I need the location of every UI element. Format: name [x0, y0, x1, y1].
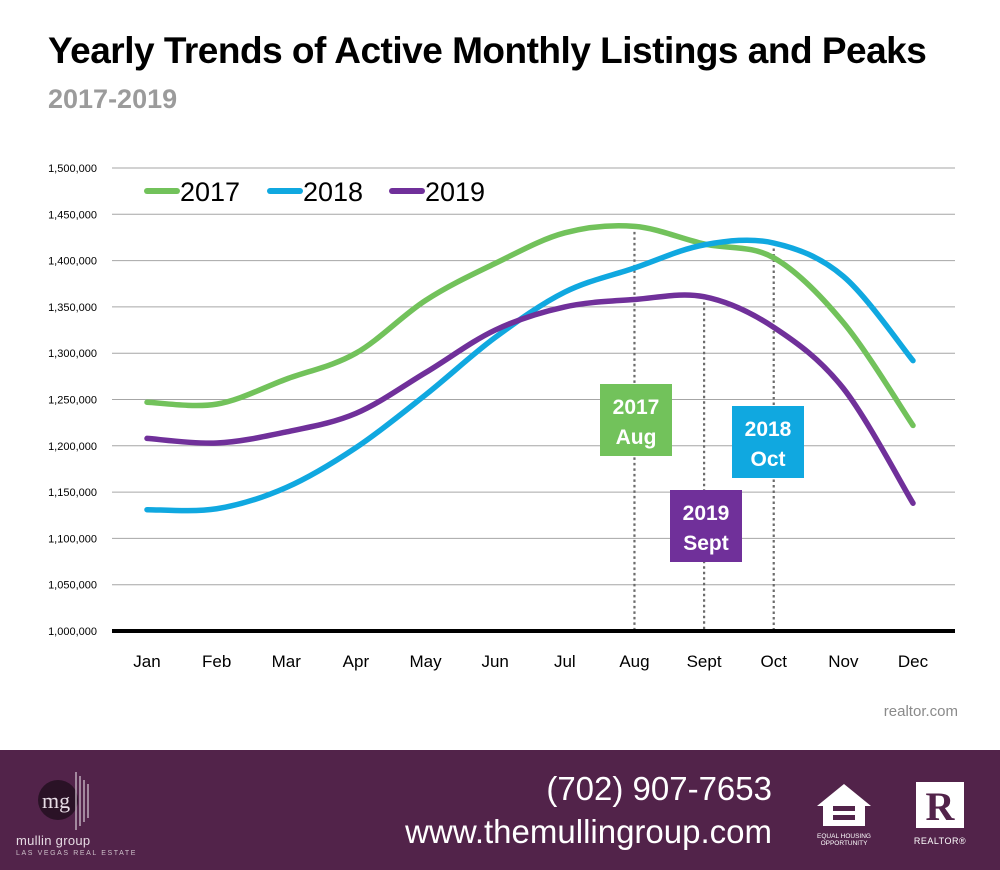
brand-name: mullin group — [16, 833, 91, 848]
x-tick-label: Oct — [761, 652, 788, 671]
equal-housing-text: EQUAL HOUSING OPPORTUNITY — [817, 833, 871, 847]
x-axis-tick-labels: Jan Feb Mar Apr May Jun Jul Aug Sept Oct Nov Dec — [133, 652, 928, 671]
series-line-2018 — [144, 237, 916, 514]
y-axis-tick-labels: 1,000,000 1,050,000 1,100,000 1,150,000 1,20… — [48, 163, 97, 638]
x-tick-label: May — [409, 652, 442, 671]
gridlines — [112, 167, 955, 586]
brand-tagline: LAS VEGAS REAL ESTATE — [16, 850, 138, 857]
footer-bar: mg mullin group LAS VEGAS REAL ESTATE (7… — [0, 750, 1000, 870]
x-tick-label: Mar — [272, 652, 302, 671]
chart-subtitle: 2017-2019 — [48, 84, 178, 114]
equal-housing-icon — [817, 784, 871, 826]
y-tick-label: 1,050,000 — [48, 580, 97, 592]
chart-title: Yearly Trends of Active Monthly Listings… — [48, 30, 927, 71]
realtor-icon: R — [916, 782, 964, 829]
peak-callouts: 2017 Aug 2018 Oct 2019 Sept — [600, 384, 804, 562]
y-tick-label: 1,150,000 — [48, 487, 97, 499]
y-tick-label: 1,450,000 — [48, 209, 97, 221]
website-link[interactable]: www.themullingroup.com — [405, 813, 772, 850]
peak-month-label: Sept — [683, 532, 729, 555]
peak-month-label: Oct — [750, 448, 785, 471]
x-tick-label: Dec — [898, 652, 929, 671]
series-line-2017 — [144, 222, 916, 429]
y-tick-label: 1,100,000 — [48, 533, 97, 545]
y-tick-label: 1,400,000 — [48, 256, 97, 268]
legend-label: 2018 — [303, 177, 363, 207]
line-chart: 1,000,000 1,050,000 1,100,000 1,150,000 1,20… — [48, 163, 955, 671]
peak-year-label: 2018 — [745, 418, 792, 441]
x-tick-label: Jul — [554, 652, 576, 671]
legend: 2017 2018 2019 — [144, 177, 485, 207]
legend-label: 2019 — [425, 177, 485, 207]
x-tick-label: Sept — [687, 652, 722, 671]
x-tick-label: Aug — [619, 652, 649, 671]
mullin-group-logo-icon: mg — [38, 772, 89, 830]
realtor-text: REALTOR® — [913, 836, 967, 846]
realtor-badge: R REALTOR® — [912, 782, 968, 846]
y-tick-label: 1,500,000 — [48, 163, 97, 175]
x-tick-label: Jun — [481, 652, 508, 671]
source-label: realtor.com — [883, 703, 958, 720]
peak-box-2019 — [670, 490, 742, 562]
peak-box-2018 — [732, 406, 804, 478]
peak-box-2017 — [600, 384, 672, 456]
equal-housing-badge: EQUAL HOUSING OPPORTUNITY — [813, 782, 875, 847]
legend-label: 2017 — [180, 177, 240, 207]
x-tick-label: Nov — [828, 652, 859, 671]
x-tick-label: Feb — [202, 652, 231, 671]
peak-year-label: 2019 — [683, 502, 730, 525]
y-tick-label: 1,250,000 — [48, 395, 97, 407]
phone-number[interactable]: (702) 907-7653 — [546, 770, 772, 807]
y-tick-label: 1,200,000 — [48, 441, 97, 453]
peak-month-label: Aug — [616, 426, 657, 449]
y-tick-label: 1,350,000 — [48, 302, 97, 314]
series-lines — [144, 222, 916, 514]
y-tick-label: 1,300,000 — [48, 348, 97, 360]
series-line-2019 — [144, 292, 916, 506]
peak-year-label: 2017 — [613, 396, 660, 419]
realtor-letter: R — [926, 784, 956, 828]
logo-monogram: mg — [42, 788, 70, 813]
x-tick-label: Apr — [343, 652, 370, 671]
y-tick-label: 1,000,000 — [48, 626, 97, 638]
x-tick-label: Jan — [133, 652, 160, 671]
